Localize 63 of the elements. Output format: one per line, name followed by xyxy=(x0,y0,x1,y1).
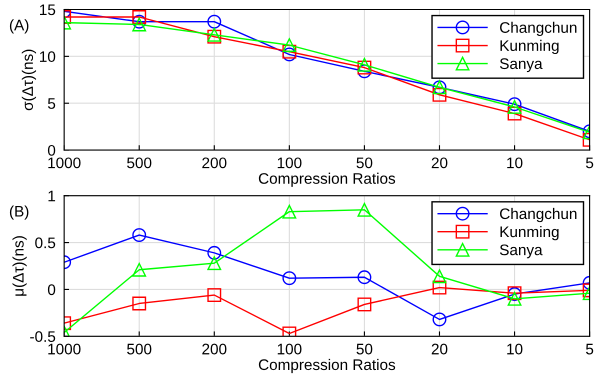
point xyxy=(508,106,522,120)
x-tick-label: 20 xyxy=(432,157,448,168)
point xyxy=(357,58,372,72)
x-tick-label: 500 xyxy=(127,157,152,168)
y-tick-label: 0.5 xyxy=(35,237,56,248)
legend-label: Changchun xyxy=(500,208,576,222)
x-tick-label: 5 xyxy=(586,158,594,168)
point xyxy=(207,14,222,29)
point xyxy=(508,292,522,306)
x-tick-label: 50 xyxy=(356,344,372,354)
point xyxy=(132,228,146,242)
point xyxy=(357,297,372,312)
y-tick-label: 10 xyxy=(40,51,56,62)
point xyxy=(132,14,146,29)
x-axis-title: Compression Ratios xyxy=(258,358,396,374)
point xyxy=(282,38,296,52)
point xyxy=(282,204,296,219)
point xyxy=(132,18,146,32)
x-tick-label: 10 xyxy=(507,344,522,354)
x-tick-label: 1000 xyxy=(48,344,81,354)
x-tick-label: 100 xyxy=(278,157,302,168)
x-axis-title: Compression Ratios xyxy=(258,172,396,187)
point xyxy=(132,10,146,24)
point xyxy=(132,296,146,310)
point xyxy=(282,44,296,59)
point xyxy=(432,312,446,326)
point xyxy=(207,256,222,270)
x-tick-label: 50 xyxy=(356,157,372,168)
point xyxy=(432,280,446,295)
point xyxy=(357,270,372,284)
x-tick-label: 200 xyxy=(202,344,226,354)
point xyxy=(207,246,222,260)
x-tick-label: 200 xyxy=(202,157,226,168)
point xyxy=(432,88,446,102)
point xyxy=(508,97,522,112)
point xyxy=(282,271,296,286)
x-tick-label: 20 xyxy=(432,344,448,354)
point xyxy=(508,100,522,114)
text: (B) xyxy=(10,205,28,220)
y-tick-label: -0.5 xyxy=(30,331,56,342)
point xyxy=(207,288,222,302)
point xyxy=(357,202,372,217)
point xyxy=(432,269,446,284)
y-tick-label: 1 xyxy=(48,190,56,202)
x-tick-label: 10 xyxy=(507,157,522,168)
y-tick-label: 15 xyxy=(40,4,56,16)
y-axis-title: σ(Δτ)(ns) xyxy=(22,50,36,110)
legend-label: Changchun xyxy=(500,22,576,36)
y-tick-label: 0 xyxy=(48,144,56,156)
x-tick-label: 1000 xyxy=(48,157,81,168)
legend-label: Sanya xyxy=(500,58,543,72)
legend-label: Kunming xyxy=(500,40,559,54)
y-tick-label: 0 xyxy=(48,284,56,296)
legend-label: Kunming xyxy=(500,226,559,240)
point xyxy=(357,60,372,75)
point xyxy=(132,262,146,277)
text: (A) xyxy=(10,19,28,34)
x-tick-label: 100 xyxy=(278,344,302,354)
y-tick-label: 5 xyxy=(48,98,56,109)
y-axis-title: μ(Δτ)(ns) xyxy=(12,236,27,296)
legend-label: Sanya xyxy=(500,244,543,258)
x-tick-label: 5 xyxy=(586,344,594,354)
x-tick-label: 500 xyxy=(127,344,152,354)
